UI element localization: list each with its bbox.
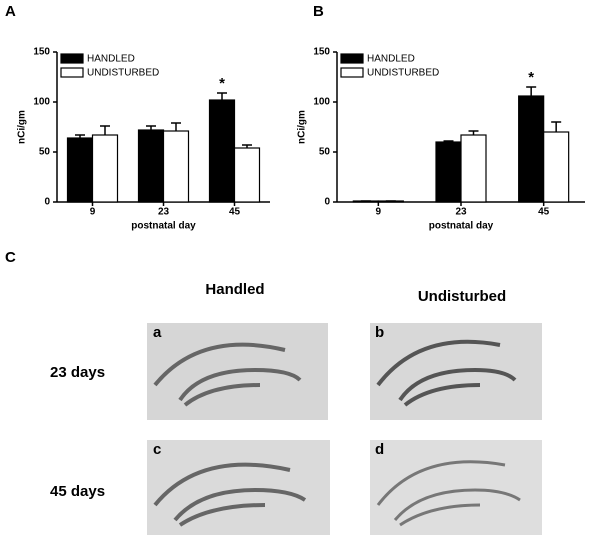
x-tick-label: 9 [376,207,382,218]
legend-swatch [340,67,364,78]
legend-swatch [340,53,364,64]
section-image [370,323,542,420]
x-tick-label: 9 [90,207,96,218]
section-image [147,323,328,420]
x-axis-label: postnatal day [429,221,494,232]
bar [162,130,190,203]
annotation: * [219,75,225,92]
image-label: d [375,441,384,458]
row-header: 45 days [50,483,105,500]
legend-label: HANDLED [87,54,135,65]
x-tick-label: 23 [158,207,170,218]
image-label: c [153,441,161,458]
row-header: 23 days [50,364,105,381]
x-axis-label: postnatal day [131,221,196,232]
y-tick-label: 0 [324,197,330,208]
bar [66,137,94,203]
column-header: Handled [205,281,264,298]
panel-label: C [5,249,16,266]
legend-swatch [60,53,84,64]
bar [518,95,545,203]
x-tick-label: 45 [229,207,241,218]
x-tick-label: 23 [455,207,467,218]
bar [352,200,379,203]
bar [233,147,261,203]
legend-label: UNDISTURBED [87,68,159,79]
x-tick-label: 45 [538,207,550,218]
legend-label: HANDLED [367,54,415,65]
section-image [147,440,330,535]
section-image [370,440,542,535]
bar [460,134,487,203]
bar [543,131,570,203]
image-label: a [153,324,162,341]
bar [208,99,236,203]
y-tick-label: 0 [44,197,50,208]
y-tick-label: 150 [313,47,330,58]
panel-label: A [5,3,16,20]
y-tick-label: 100 [33,97,50,108]
y-axis-label: nCi/gm [297,110,308,144]
y-tick-label: 50 [319,147,331,158]
y-tick-label: 100 [313,97,330,108]
bar [435,141,462,203]
y-axis-label: nCi/gm [17,110,28,144]
bar [137,129,165,203]
annotation: * [528,69,534,86]
y-tick-label: 50 [39,147,51,158]
y-tick-label: 150 [33,47,50,58]
bar [91,134,119,203]
legend-swatch [60,67,84,78]
bar [377,200,404,203]
image-label: b [375,324,384,341]
panel-label: B [313,3,324,20]
column-header: Undisturbed [418,288,506,305]
legend-label: UNDISTURBED [367,68,439,79]
